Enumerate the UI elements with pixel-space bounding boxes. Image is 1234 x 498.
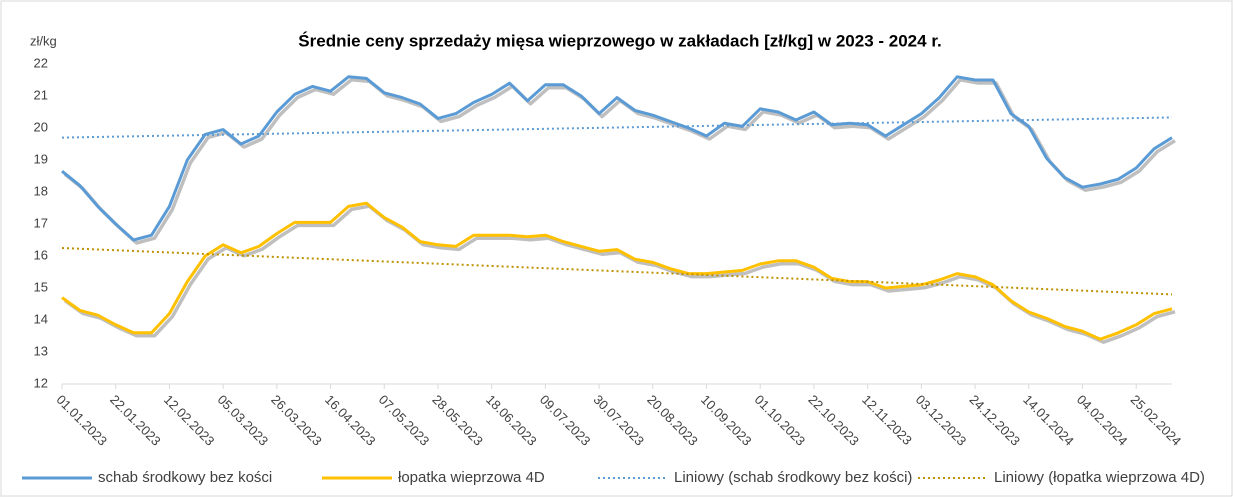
series-line bbox=[61, 201, 1173, 341]
y-tick-label: 18 bbox=[34, 183, 48, 198]
chart-title: Średnie ceny sprzedaży mięsa wieprzowego… bbox=[298, 31, 941, 50]
y-axis-label: zł/kg bbox=[30, 33, 57, 48]
y-tick-label: 12 bbox=[34, 375, 48, 390]
legend-label: łopatka wieprzowa 4D bbox=[398, 469, 545, 486]
y-tick-label: 16 bbox=[34, 247, 48, 262]
y-tick-label: 15 bbox=[34, 279, 48, 294]
trendline bbox=[61, 116, 1173, 139]
legend-label: Liniowy (schab środkowy bez kości) bbox=[674, 469, 912, 486]
y-tick-label: 21 bbox=[34, 87, 48, 102]
y-tick-label: 20 bbox=[34, 119, 48, 134]
legend-label: schab środkowy bez kości bbox=[98, 469, 272, 486]
series-line bbox=[61, 75, 1173, 242]
y-tick-label: 19 bbox=[34, 151, 48, 166]
trendline bbox=[61, 247, 1173, 296]
y-tick-label: 17 bbox=[34, 215, 48, 230]
y-tick-label: 13 bbox=[34, 343, 48, 358]
legend-label: Liniowy (łopatka wieprzowa 4D) bbox=[994, 469, 1205, 486]
y-tick-label: 22 bbox=[34, 55, 48, 70]
y-tick-label: 14 bbox=[34, 311, 48, 326]
